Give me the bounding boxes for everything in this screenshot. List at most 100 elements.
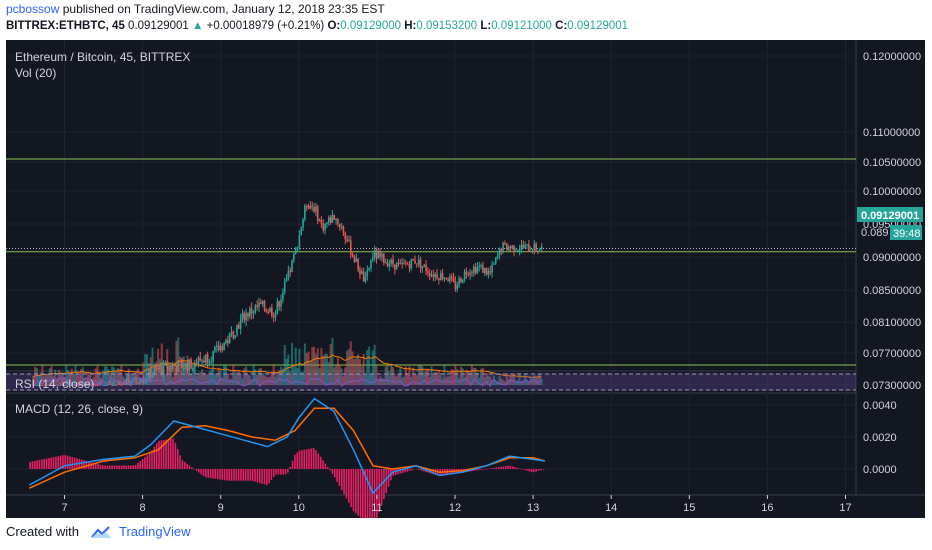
candle-body: [171, 365, 174, 370]
candle-body: [181, 361, 183, 369]
candle-body: [82, 385, 84, 386]
macd-histogram-bar: [277, 469, 280, 475]
macd-histogram-bar: [383, 469, 385, 500]
volume-bar: [505, 373, 508, 385]
volume-bar: [313, 346, 316, 385]
macd-histogram-bar: [198, 469, 200, 473]
macd-histogram-bar: [345, 469, 348, 499]
macd-histogram-bar: [219, 469, 221, 480]
grid: [6, 40, 925, 496]
candle-body: [179, 361, 181, 363]
tradingview-link[interactable]: TradingView: [118, 524, 191, 539]
candle-body: [41, 385, 44, 386]
volume-bar: [536, 375, 539, 385]
candle-body: [388, 263, 391, 267]
horizontal-lines: [6, 158, 856, 366]
author-link[interactable]: pcbossow: [6, 2, 60, 16]
last-price: 0.09129001: [128, 20, 189, 32]
volume-bar: [246, 374, 249, 385]
volume-bar: [164, 374, 167, 385]
macd-histogram-bar: [85, 460, 88, 469]
candle-body: [456, 285, 459, 290]
volume-bar: [351, 351, 354, 385]
volume-bar: [535, 377, 538, 385]
macd-histogram-bar: [343, 469, 345, 495]
candle-body: [127, 378, 130, 385]
volume-bar: [78, 375, 81, 385]
volume-bar: [525, 379, 528, 385]
macd-histogram-bar: [221, 469, 224, 480]
macd-signal-line: [29, 407, 546, 489]
candle-body: [223, 343, 225, 351]
volume-bar: [235, 372, 238, 385]
volume-bar: [316, 348, 319, 385]
volume-bar: [514, 380, 517, 385]
volume-bar: [285, 358, 288, 385]
candle-body: [72, 385, 75, 386]
price-tick-label: 0.08500000: [863, 285, 921, 297]
macd-histogram-bar: [265, 469, 268, 486]
candle-body: [265, 309, 268, 312]
macd-histogram-bar: [205, 469, 207, 478]
macd-histogram-bar: [158, 440, 160, 469]
candle-body: [432, 274, 435, 278]
volume-bar: [531, 379, 534, 385]
candle-body: [261, 300, 264, 305]
volume-bar: [41, 365, 44, 385]
volume-bar: [217, 367, 220, 385]
macd-histogram-bar: [137, 462, 139, 469]
candle-body: [230, 331, 233, 334]
chart-svg[interactable]: 0.12000000 0.11000000 0.10500000 0.10000000…: [6, 40, 925, 518]
candle-body: [364, 276, 367, 282]
volume-bar: [329, 344, 332, 385]
candle-body: [140, 380, 143, 382]
volume-bar: [476, 372, 479, 385]
volume-bar: [426, 368, 429, 385]
price-tick-label: 0.08100000: [863, 317, 921, 329]
volume-bar: [318, 368, 321, 385]
volume-bar: [234, 371, 237, 385]
macd-histogram-bar: [223, 469, 226, 481]
macd-histogram-bar: [333, 469, 336, 478]
candle-body: [516, 250, 519, 252]
volume-bar: [195, 375, 198, 385]
candle-body: [272, 316, 275, 318]
candle-body: [149, 368, 152, 378]
macd-histogram-bar: [500, 466, 502, 469]
candle-body: [283, 281, 286, 293]
volume-bar: [522, 380, 525, 385]
candle-body: [234, 335, 236, 338]
volume-bar: [259, 367, 262, 385]
macd-histogram-bar: [134, 464, 137, 469]
main-pane-title: Ethereum / Bitcoin, 45, BITTREX: [15, 50, 190, 64]
candle-body: [500, 249, 503, 253]
candle-body: [302, 219, 304, 228]
volume-bar: [465, 369, 468, 385]
candle-body: [291, 260, 293, 272]
candle-body: [94, 385, 97, 386]
candle-body: [100, 384, 102, 386]
candle-body: [342, 226, 345, 233]
candle-body: [118, 383, 121, 385]
candle-body: [377, 252, 380, 259]
volume-bar: [419, 365, 422, 385]
volume-bar: [447, 376, 450, 385]
macd-histogram-bar: [254, 469, 256, 482]
volume-bar: [443, 365, 446, 385]
candle-body: [469, 272, 471, 276]
macd-histogram-bar: [282, 469, 284, 475]
volume-bar: [83, 378, 86, 385]
macd-histogram-bar: [111, 465, 113, 469]
macd-histogram-bar: [296, 452, 299, 469]
chart-area[interactable]: 0.12000000 0.11000000 0.10500000 0.10000000…: [6, 40, 925, 518]
volume-bar: [50, 366, 53, 385]
candle-body: [337, 219, 339, 224]
volume-bar: [272, 365, 275, 385]
candle-body: [494, 257, 497, 264]
candle-body: [111, 385, 113, 386]
volume-bar: [35, 368, 38, 385]
candle-body: [504, 242, 506, 244]
candle-body: [247, 313, 249, 317]
macd-histogram-bar: [146, 455, 149, 469]
macd-histogram-bar: [188, 465, 191, 469]
